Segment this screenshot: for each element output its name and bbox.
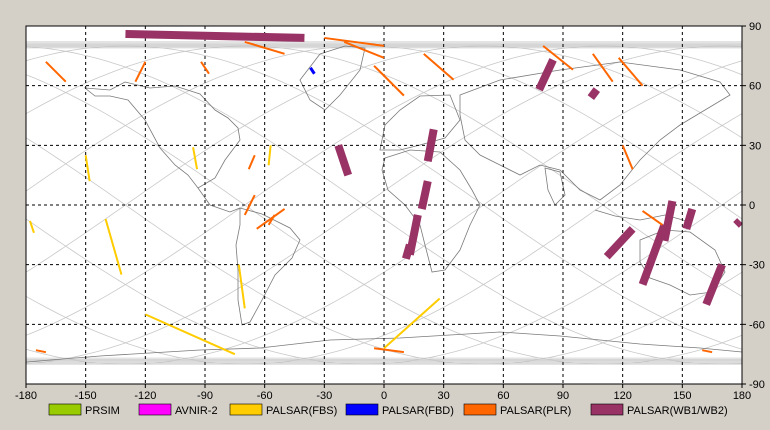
legend: PRSIM AVNIR-2 PALSAR(FBS) PALSAR(FBD) PALSAR… (48, 403, 728, 417)
swath-palsar-wb (603, 226, 636, 260)
swath-palsar-wb (702, 263, 726, 306)
swath-palsar-plr (134, 61, 147, 83)
legend-label: PALSAR(WB1/WB2) (627, 405, 728, 417)
coast-asia (459, 61, 731, 201)
swath-palsar-plr (702, 349, 713, 354)
legend-label: PALSAR(FBS) (266, 405, 337, 417)
legend-swatch (138, 403, 172, 416)
orbit-track (25, 113, 743, 365)
swath-palsar-plr (244, 40, 285, 55)
coast-central-america (197, 187, 241, 213)
swath-palsar-wb (334, 144, 352, 177)
orbit-track (25, 45, 743, 364)
swath-palsar-fbs (237, 264, 246, 309)
x-tick-label: -30 (316, 390, 332, 402)
y-tick-label: 30 (749, 140, 761, 152)
coast-africa (381, 149, 481, 273)
legend-label: AVNIR-2 (175, 405, 218, 417)
swath-palsar-plr (617, 57, 644, 87)
x-tick-label: -150 (75, 390, 97, 402)
y-tick-label: 60 (749, 81, 761, 93)
legend-swatch (48, 403, 82, 416)
y-tick-label: 0 (749, 200, 755, 212)
x-tick-label: -180 (15, 390, 37, 402)
legend-label: PALSAR(FBD) (382, 405, 454, 417)
swath-palsar-plr (256, 208, 286, 230)
swath-palsar-plr (343, 40, 385, 59)
x-tick-label: 30 (438, 390, 450, 402)
coast-india (544, 167, 566, 206)
observation-swaths (29, 29, 743, 356)
swath-palsar-fbs (29, 220, 35, 234)
x-tick-label: 90 (557, 390, 569, 402)
y-tick-label: 90 (749, 21, 761, 33)
swath-palsar-plr (247, 154, 256, 170)
legend-swatch (463, 403, 497, 416)
swath-palsar-plr (267, 214, 276, 226)
swath-palsar-plr (592, 53, 614, 83)
legend-label: PRSIM (85, 405, 120, 417)
swath-palsar-wb (417, 180, 432, 210)
swath-palsar-plr (621, 144, 634, 170)
coast-indonesia (594, 209, 691, 223)
swath-palsar-wb (535, 58, 557, 92)
swath-palsar-plr (373, 65, 405, 97)
coast-south-america (235, 207, 301, 326)
swath-palsar-fbs (84, 155, 91, 182)
x-tick-label: 60 (497, 390, 509, 402)
y-tick-label: -60 (749, 319, 765, 331)
swath-palsar-plr (373, 347, 405, 354)
swath-palsar-wb (423, 128, 438, 162)
swath-palsar-fbs (104, 218, 123, 275)
swath-palsar-wb (660, 200, 677, 242)
x-tick-label: 150 (673, 390, 691, 402)
swath-palsar-fbs (192, 147, 199, 170)
legend-swatch (229, 403, 263, 416)
y-tick-label: -90 (749, 379, 765, 391)
legend-label: PALSAR(PLR) (500, 405, 571, 417)
swath-palsar-wb (682, 207, 697, 231)
swath-palsar-plr (243, 194, 256, 216)
coast-greenland (299, 45, 366, 111)
x-tick-label: 0 (381, 390, 387, 402)
x-tick-label: -120 (134, 390, 156, 402)
swath-palsar-plr (641, 210, 664, 226)
swath-palsar-plr (45, 61, 67, 83)
swath-palsar-fbs (383, 297, 441, 349)
swath-palsar-plr (542, 45, 574, 71)
x-tick-label: 120 (613, 390, 631, 402)
x-tick-label: -90 (197, 390, 213, 402)
swath-palsar-plr (35, 349, 47, 354)
axis-ticks: -180 -150 -120 -90 -60 -30 0 30 60 90 120 150 180 90 6… (15, 21, 765, 402)
swath-palsar-wb (638, 223, 669, 286)
swath-palsar-wb (733, 218, 743, 228)
coast-antarctica (25, 331, 743, 363)
swath-palsar-fbs (267, 145, 272, 166)
swath-palsar-fbd (309, 66, 316, 75)
swath-palsar-plr (423, 53, 455, 81)
coastlines (25, 45, 743, 363)
coast-north-america (83, 81, 241, 189)
swath-palsar-plr (200, 61, 210, 75)
x-tick-label: 180 (733, 390, 751, 402)
swath-palsar-wb (125, 29, 305, 42)
swath-palsar-plr (324, 36, 385, 47)
legend-swatch (345, 403, 379, 416)
legend-swatch (590, 403, 624, 416)
y-tick-label: -30 (749, 260, 765, 272)
x-tick-label: -60 (257, 390, 273, 402)
swath-palsar-wb (587, 87, 601, 101)
swath-palsar-wb (402, 243, 414, 260)
swath-palsar-fbs (144, 313, 236, 356)
coast-europe (379, 94, 461, 151)
